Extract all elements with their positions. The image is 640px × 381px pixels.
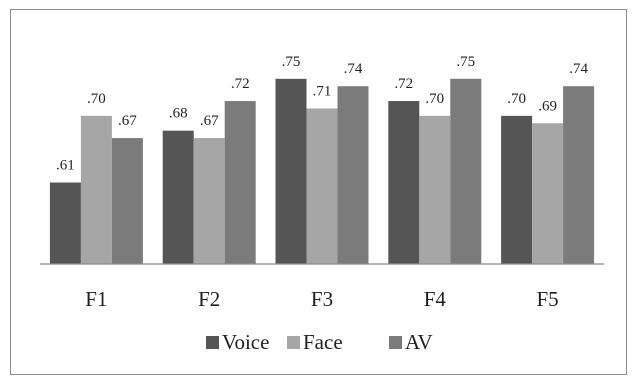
- data-label-voice-f3: .75: [282, 54, 301, 70]
- x-tick-label-f2: F2: [198, 287, 220, 311]
- legend-label-voice: Voice: [222, 330, 269, 354]
- bars-group: [49, 78, 595, 264]
- x-tick-label-f1: F1: [85, 287, 107, 311]
- legend-swatch-av: [389, 336, 402, 349]
- bar-voice-f1: [49, 182, 81, 264]
- x-tick-label-f5: F5: [537, 287, 559, 311]
- bar-av-f3: [337, 86, 369, 264]
- bar-voice-f3: [275, 78, 307, 264]
- bar-face-f4: [419, 115, 451, 264]
- legend-label-face: Face: [303, 330, 343, 354]
- data-label-av-f1: .67: [118, 113, 137, 129]
- data-label-av-f5: .74: [569, 61, 588, 77]
- bar-av-f1: [111, 138, 143, 264]
- data-label-face-f1: .70: [87, 91, 106, 107]
- data-label-voice-f1: .61: [56, 158, 75, 174]
- legend-swatch-voice: [206, 336, 219, 349]
- bar-voice-f4: [388, 101, 420, 264]
- bar-av-f5: [563, 86, 595, 264]
- data-label-face-f2: .67: [200, 113, 219, 129]
- data-label-face-f3: .71: [313, 83, 332, 99]
- bar-face-f5: [532, 123, 564, 264]
- legend-label-av: AV: [405, 330, 433, 354]
- data-label-face-f4: .70: [425, 91, 444, 107]
- legend: Voice Face AV: [206, 330, 433, 354]
- bar-av-f4: [450, 78, 482, 264]
- data-labels-group: .61 .70 .67 .68 .67 .72 .75 .71 .74 .72 .70 .75 .70.…: [56, 54, 588, 174]
- bar-voice-f5: [501, 115, 533, 264]
- data-label-av-f3: .74: [344, 61, 363, 77]
- x-tick-labels-group: F1 F2 F3 F4 F5: [85, 287, 558, 311]
- bar-face-f3: [306, 108, 338, 264]
- bar-voice-f2: [162, 130, 194, 264]
- x-tick-label-f3: F3: [311, 287, 333, 311]
- data-label-av-f4: .75: [456, 54, 475, 70]
- bar-av-f2: [224, 101, 256, 264]
- data-label-face-f5: .69: [538, 98, 557, 114]
- data-label-voice-f2: .68: [169, 106, 188, 122]
- x-tick-label-f4: F4: [424, 287, 447, 311]
- data-label-av-f2: .72: [231, 76, 250, 92]
- data-label-voice-f4: .72: [394, 76, 413, 92]
- legend-swatch-face: [287, 336, 300, 349]
- data-label-voice-f5: .70: [507, 91, 526, 107]
- bar-face-f2: [193, 138, 225, 264]
- bar-face-f1: [80, 115, 112, 264]
